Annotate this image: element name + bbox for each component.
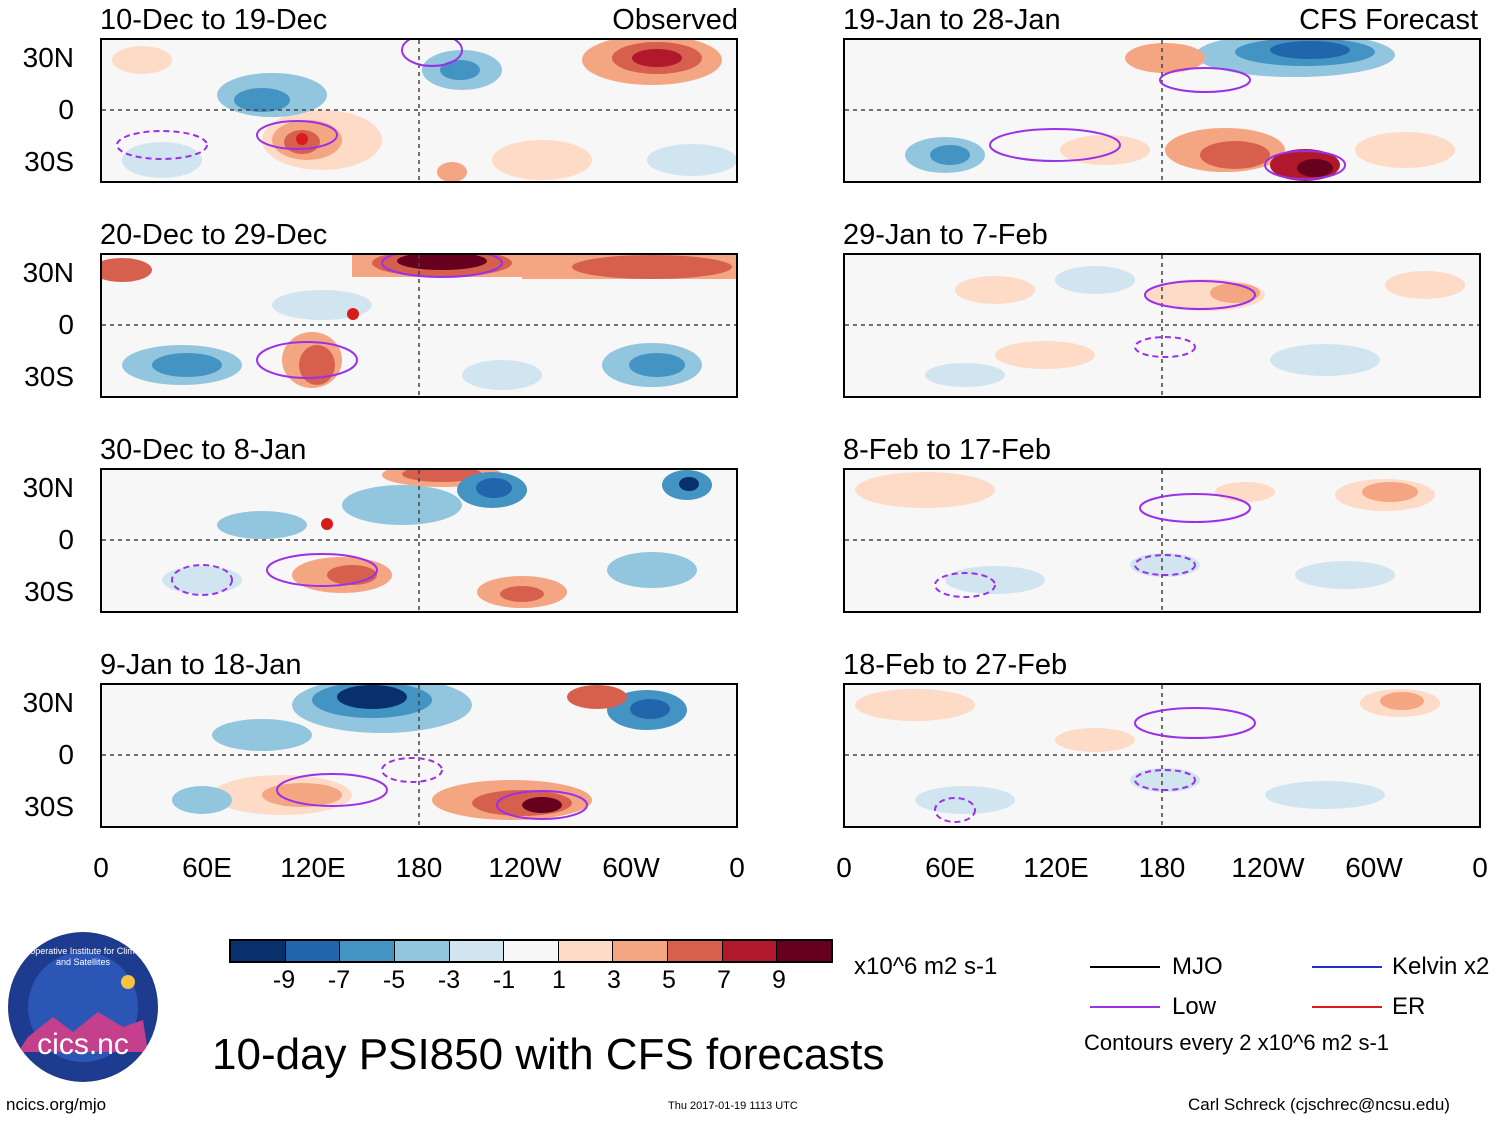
cbar-label-m9: -9 <box>272 966 296 994</box>
legend-line-er <box>1312 1006 1382 1008</box>
xlab-right-0-end: 0 <box>1472 852 1488 883</box>
ylab-0-3: 0 <box>58 524 74 555</box>
colorbar-swatch <box>231 941 286 961</box>
panel-title-4: 9-Jan to 18-Jan <box>100 649 302 681</box>
ylab-0-4: 0 <box>58 739 74 770</box>
logo-text: cics.nc <box>37 1028 129 1061</box>
colorbar <box>229 939 833 963</box>
ylab-30s-2: 30S <box>24 361 74 392</box>
legend-line-low <box>1090 1006 1160 1008</box>
xlab-right-60e: 60E <box>925 852 975 883</box>
panel-title-1: 10-Dec to 19-Dec <box>100 4 328 36</box>
cbar-label-m7: -7 <box>327 966 351 994</box>
xlab-left-60w: 60W <box>602 852 660 883</box>
main-title: 10-day PSI850 with CFS forecasts <box>212 1030 885 1079</box>
map-panel-5 <box>843 38 1481 183</box>
xlab-left-120w: 120W <box>488 852 562 883</box>
xlab-left-120e: 120E <box>280 852 346 883</box>
map-panel-7 <box>843 468 1481 613</box>
xlab-left-60e: 60E <box>182 852 232 883</box>
panel-title-5: 19-Jan to 28-Jan <box>843 4 1061 36</box>
cbar-label-1: 1 <box>552 966 566 994</box>
xlab-left-180: 180 <box>395 852 443 883</box>
ylab-30n-1: 30N <box>22 42 74 73</box>
colorbar-units: x10^6 m2 s-1 <box>854 953 998 980</box>
footer-timestamp: Thu 2017-01-19 1113 UTC <box>668 1100 798 1112</box>
ylab-0-2: 0 <box>58 309 74 340</box>
cbar-label-3: 3 <box>607 966 621 994</box>
colorbar-swatch <box>613 941 669 961</box>
xlab-right-60w: 60W <box>1345 852 1403 883</box>
cics-logo: cics.nc Cooperative Institute for Climat… <box>8 932 158 1082</box>
legend-note: Contours every 2 x10^6 m2 s-1 <box>1084 1030 1390 1055</box>
ylab-0-1: 0 <box>58 94 74 125</box>
cbar-label-7: 7 <box>717 966 731 994</box>
map-panel-4 <box>100 683 738 828</box>
colorbar-swatch <box>449 941 505 961</box>
colorbar-swatch <box>777 941 832 961</box>
footer-author[interactable]: Carl Schreck (cjschrec@ncsu.edu) <box>1188 1095 1450 1114</box>
colorbar-swatch <box>504 941 559 961</box>
map-panel-3 <box>100 468 738 613</box>
colorbar-swatch <box>285 941 341 961</box>
xlab-right-0: 0 <box>836 852 852 883</box>
colorbar-swatch <box>394 941 450 961</box>
xlab-left-0: 0 <box>93 852 109 883</box>
legend-label-er: ER <box>1392 993 1426 1020</box>
panel-tag-observed: Observed <box>612 4 738 36</box>
cbar-label-9: 9 <box>772 966 786 994</box>
ylab-30s-4: 30S <box>24 791 74 822</box>
panel-title-2: 20-Dec to 29-Dec <box>100 219 328 251</box>
ylab-30s-1: 30S <box>24 146 74 177</box>
panel-title-6: 29-Jan to 7-Feb <box>843 219 1048 251</box>
legend-label-kelvin: Kelvin x2 <box>1392 953 1490 980</box>
cbar-label-m3: -3 <box>437 966 461 994</box>
colorbar-swatch <box>340 941 395 961</box>
colorbar-swatch <box>722 941 778 961</box>
cbar-label-m1: -1 <box>492 966 516 994</box>
map-panel-1 <box>100 38 738 183</box>
legend-line-kelvin <box>1312 966 1382 968</box>
map-panel-8 <box>843 683 1481 828</box>
panel-tag-forecast: CFS Forecast <box>1299 4 1478 36</box>
map-panel-6 <box>843 253 1481 398</box>
legend-label-mjo: MJO <box>1172 953 1223 980</box>
panel-title-7: 8-Feb to 17-Feb <box>843 434 1051 466</box>
xlab-left-0-end: 0 <box>729 852 745 883</box>
panel-title-8: 18-Feb to 27-Feb <box>843 649 1068 681</box>
xlab-right-120e: 120E <box>1023 852 1089 883</box>
logo-ring-text: Cooperative Institute for Climate and Sa… <box>18 946 148 967</box>
ylab-30n-3: 30N <box>22 472 74 503</box>
cbar-label-m5: -5 <box>382 966 406 994</box>
colorbar-swatch <box>668 941 723 961</box>
ylab-30s-3: 30S <box>24 576 74 607</box>
colorbar-swatch <box>558 941 614 961</box>
footer-url[interactable]: ncics.org/mjo <box>6 1095 107 1114</box>
panel-title-3: 30-Dec to 8-Jan <box>100 434 307 466</box>
legend-label-low: Low <box>1172 993 1217 1020</box>
xlab-right-180: 180 <box>1138 852 1186 883</box>
map-panel-2 <box>100 253 738 398</box>
xlab-right-120w: 120W <box>1231 852 1305 883</box>
legend-line-mjo <box>1090 966 1160 968</box>
ylab-30n-4: 30N <box>22 687 74 718</box>
cbar-label-5: 5 <box>662 966 676 994</box>
ylab-30n-2: 30N <box>22 257 74 288</box>
